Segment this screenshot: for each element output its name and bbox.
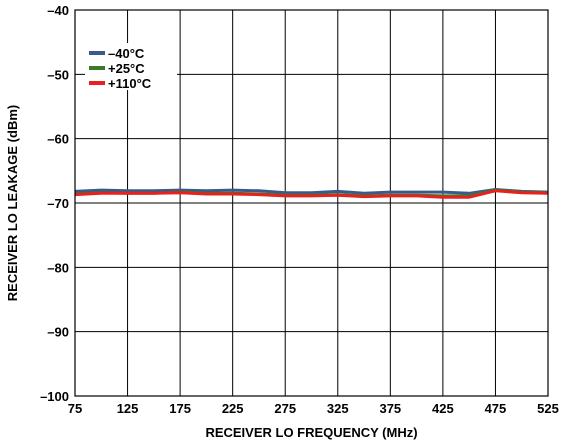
grid-lines bbox=[75, 10, 548, 396]
x-tick-label: 425 bbox=[432, 401, 454, 416]
x-tick-label: 175 bbox=[169, 401, 191, 416]
y-tick-label: –80 bbox=[47, 260, 69, 275]
x-tick-label: 275 bbox=[274, 401, 296, 416]
plot-frame bbox=[74, 9, 549, 397]
series-line-2 bbox=[74, 189, 549, 199]
x-tick-label: 325 bbox=[327, 401, 349, 416]
y-tick-label: –60 bbox=[47, 132, 69, 147]
y-tick-label: –50 bbox=[47, 67, 69, 82]
y-tick-label: –40 bbox=[47, 3, 69, 18]
legend-label-minus40: –40°C bbox=[108, 46, 145, 61]
legend-label-plus110: +110°C bbox=[108, 76, 152, 91]
legend: –40°C +25°C +110°C bbox=[85, 43, 177, 91]
x-tick-label: 475 bbox=[485, 401, 507, 416]
y-tick-label: –100 bbox=[40, 389, 69, 404]
series-line-0 bbox=[74, 188, 549, 195]
y-tick-label: –70 bbox=[47, 196, 69, 211]
x-tick-label: 525 bbox=[537, 401, 559, 416]
legend-label-plus25: +25°C bbox=[108, 61, 145, 76]
x-tick-label: 225 bbox=[222, 401, 244, 416]
x-tick-label: 375 bbox=[379, 401, 401, 416]
x-axis-title: RECEIVER LO FREQUENCY (MHz) bbox=[205, 425, 417, 440]
y-tick-label: –90 bbox=[47, 325, 69, 340]
series-lines bbox=[74, 188, 549, 199]
tick-labels: 75 125 175 225 275 325 375 425 475 525 –100 –90 –80 –… bbox=[40, 3, 559, 416]
x-tick-label: 125 bbox=[117, 401, 139, 416]
y-axis-title: RECEIVER LO LEAKAGE (dBm) bbox=[5, 105, 20, 301]
x-tick-label: 75 bbox=[68, 401, 82, 416]
